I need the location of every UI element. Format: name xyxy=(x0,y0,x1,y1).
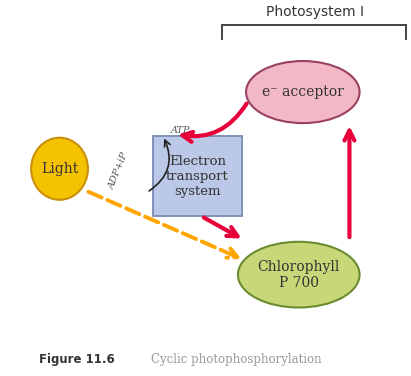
Text: Chlorophyll
P 700: Chlorophyll P 700 xyxy=(258,259,340,290)
Text: Figure 11.6: Figure 11.6 xyxy=(39,353,115,366)
Text: e⁻ acceptor: e⁻ acceptor xyxy=(262,85,344,99)
Ellipse shape xyxy=(246,61,360,123)
Ellipse shape xyxy=(238,242,360,308)
FancyBboxPatch shape xyxy=(153,136,242,216)
Text: Photosystem I: Photosystem I xyxy=(266,5,364,19)
Text: ADP+iP: ADP+iP xyxy=(107,151,130,190)
Text: ATP: ATP xyxy=(171,126,191,135)
Text: Electron
transport
system: Electron transport system xyxy=(166,155,229,197)
Ellipse shape xyxy=(31,138,88,200)
Text: Light: Light xyxy=(41,162,78,176)
Text: Cyclic photophosphorylation: Cyclic photophosphorylation xyxy=(151,353,321,366)
